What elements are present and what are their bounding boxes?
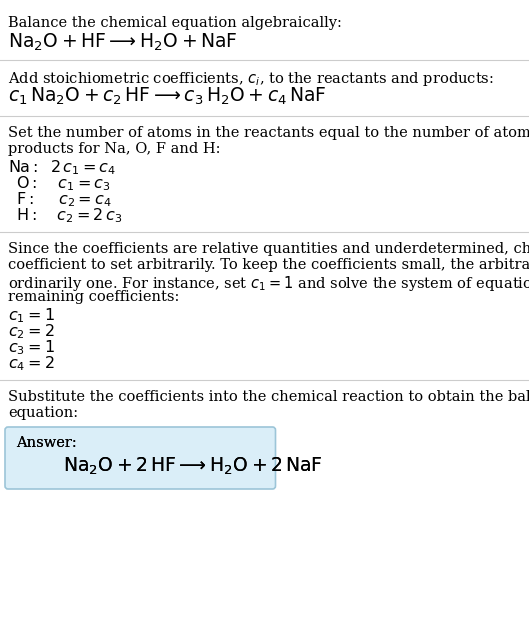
Text: $c_4 = 2$: $c_4 = 2$ [8, 354, 54, 372]
Text: Answer:: Answer: [16, 436, 77, 450]
Text: equation:: equation: [8, 406, 78, 420]
Text: $c_2 = 2$: $c_2 = 2$ [8, 322, 54, 340]
Text: Substitute the coefficients into the chemical reaction to obtain the balanced: Substitute the coefficients into the che… [8, 390, 529, 404]
Text: $c_3 = 1$: $c_3 = 1$ [8, 338, 55, 357]
Text: Balance the chemical equation algebraically:: Balance the chemical equation algebraica… [8, 16, 342, 30]
Text: $\mathrm{Na_2O + HF \longrightarrow H_2O + NaF}$: $\mathrm{Na_2O + HF \longrightarrow H_2O… [8, 32, 238, 53]
Text: products for Na, O, F and H:: products for Na, O, F and H: [8, 142, 221, 156]
FancyBboxPatch shape [5, 427, 276, 489]
Text: $\mathrm{O:}\;\;\;\; c_1 = c_3$: $\mathrm{O:}\;\;\;\; c_1 = c_3$ [16, 174, 111, 192]
Text: coefficient to set arbitrarily. To keep the coefficients small, the arbitrary va: coefficient to set arbitrarily. To keep … [8, 258, 529, 272]
Text: Add stoichiometric coefficients, $c_i$, to the reactants and products:: Add stoichiometric coefficients, $c_i$, … [8, 70, 494, 88]
Text: $c_1\,\mathrm{Na_2O} + c_2\,\mathrm{HF} \longrightarrow c_3\,\mathrm{H_2O} + c_4: $c_1\,\mathrm{Na_2O} + c_2\,\mathrm{HF} … [8, 86, 327, 107]
Text: $\mathrm{F:}\;\;\;\;\; c_2 = c_4$: $\mathrm{F:}\;\;\;\;\; c_2 = c_4$ [16, 190, 112, 209]
Text: ordinarily one. For instance, set $c_1 = 1$ and solve the system of equations fo: ordinarily one. For instance, set $c_1 =… [8, 274, 529, 293]
Text: $c_1 = 1$: $c_1 = 1$ [8, 306, 55, 325]
Text: Since the coefficients are relative quantities and underdetermined, choose a: Since the coefficients are relative quan… [8, 242, 529, 256]
Text: Set the number of atoms in the reactants equal to the number of atoms in the: Set the number of atoms in the reactants… [8, 126, 529, 140]
Text: remaining coefficients:: remaining coefficients: [8, 290, 179, 304]
Text: $\mathrm{Na_2O + 2\,HF \longrightarrow H_2O + 2\,NaF}$: $\mathrm{Na_2O + 2\,HF \longrightarrow H… [63, 456, 323, 477]
Text: Answer:: Answer: [16, 436, 77, 450]
Text: $\mathrm{Na:}\;\; 2\,c_1 = c_4$: $\mathrm{Na:}\;\; 2\,c_1 = c_4$ [8, 158, 116, 177]
Text: $\mathrm{H:}\;\;\;\; c_2 = 2\,c_3$: $\mathrm{H:}\;\;\;\; c_2 = 2\,c_3$ [16, 206, 123, 224]
Text: $\mathrm{Na_2O + 2\,HF \longrightarrow H_2O + 2\,NaF}$: $\mathrm{Na_2O + 2\,HF \longrightarrow H… [63, 456, 323, 477]
